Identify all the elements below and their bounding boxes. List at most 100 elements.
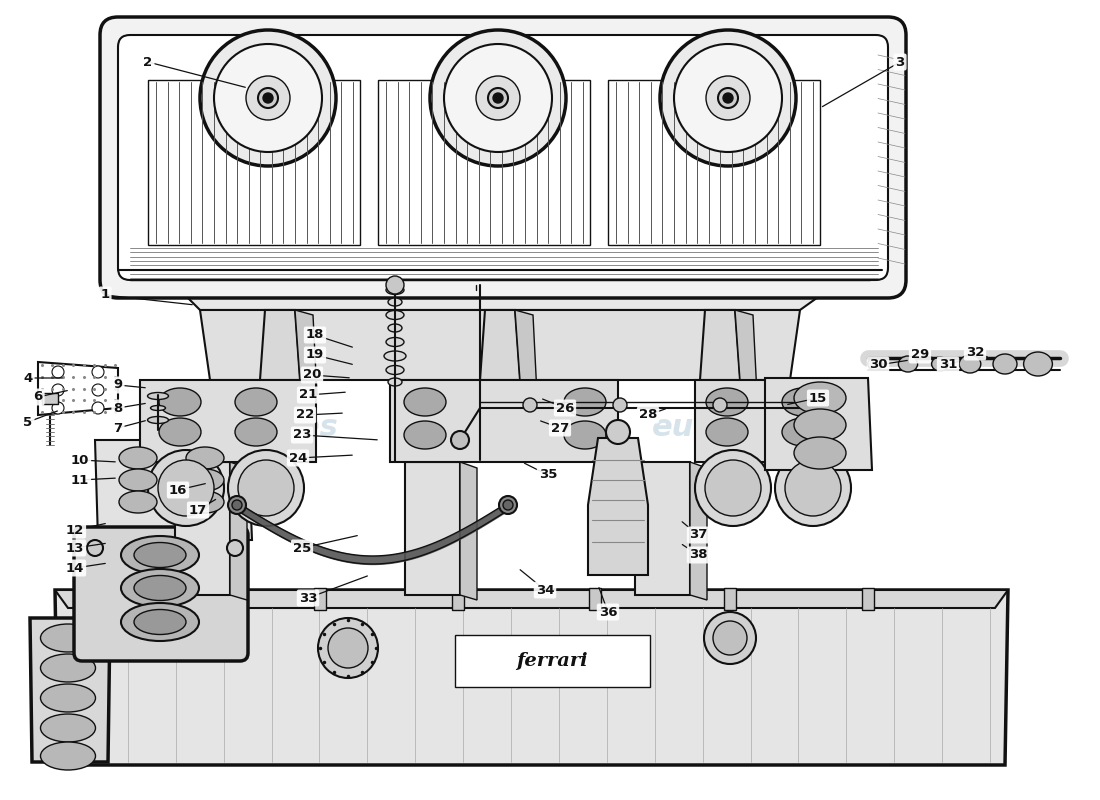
Text: 1: 1 [100, 289, 110, 302]
Ellipse shape [386, 310, 404, 319]
Circle shape [493, 93, 503, 103]
Circle shape [158, 460, 214, 516]
Ellipse shape [384, 351, 406, 361]
Polygon shape [95, 440, 252, 540]
Text: ferrari: ferrari [516, 652, 587, 670]
Ellipse shape [235, 388, 277, 416]
Circle shape [214, 44, 322, 152]
Circle shape [318, 618, 378, 678]
Ellipse shape [186, 469, 224, 491]
Text: 8: 8 [113, 402, 122, 414]
Polygon shape [515, 310, 537, 395]
Polygon shape [735, 310, 757, 395]
Ellipse shape [794, 409, 846, 441]
Bar [608, 80, 820, 245]
Text: 23: 23 [293, 429, 311, 442]
Polygon shape [230, 462, 248, 600]
Ellipse shape [41, 684, 96, 712]
Bar [42, 393, 58, 404]
Ellipse shape [160, 418, 201, 446]
Circle shape [52, 402, 64, 414]
Text: 10: 10 [70, 454, 89, 466]
Ellipse shape [782, 418, 824, 446]
Ellipse shape [388, 378, 401, 386]
Circle shape [430, 30, 566, 166]
Circle shape [263, 93, 273, 103]
Text: 36: 36 [598, 606, 617, 618]
Ellipse shape [147, 417, 168, 423]
Polygon shape [260, 310, 300, 380]
Circle shape [674, 44, 782, 152]
Text: 37: 37 [689, 529, 707, 542]
Text: 38: 38 [689, 549, 707, 562]
Ellipse shape [160, 388, 201, 416]
Ellipse shape [932, 357, 948, 371]
Circle shape [606, 420, 630, 444]
Text: 16: 16 [168, 483, 187, 497]
Ellipse shape [386, 338, 404, 346]
Circle shape [92, 402, 104, 414]
Text: eurospares: eurospares [651, 414, 845, 442]
Text: 20: 20 [302, 369, 321, 382]
Polygon shape [480, 310, 520, 380]
Circle shape [718, 88, 738, 108]
Circle shape [386, 276, 404, 294]
Circle shape [228, 496, 246, 514]
Polygon shape [39, 362, 118, 415]
Text: 29: 29 [911, 349, 930, 362]
Text: 2: 2 [143, 55, 153, 69]
Ellipse shape [186, 491, 224, 513]
Ellipse shape [564, 421, 606, 449]
Text: 15: 15 [808, 391, 827, 405]
Ellipse shape [119, 469, 157, 491]
Text: 21: 21 [299, 389, 317, 402]
Polygon shape [175, 285, 835, 310]
Circle shape [776, 450, 851, 526]
Polygon shape [140, 380, 316, 462]
Text: 18: 18 [306, 329, 324, 342]
Circle shape [328, 628, 369, 668]
Circle shape [704, 612, 756, 664]
Ellipse shape [388, 324, 401, 332]
Bar [862, 588, 874, 610]
Ellipse shape [134, 610, 186, 634]
Circle shape [444, 44, 552, 152]
Ellipse shape [564, 388, 606, 416]
Circle shape [785, 460, 842, 516]
Ellipse shape [388, 298, 401, 306]
Circle shape [476, 76, 520, 120]
Text: 34: 34 [536, 583, 554, 597]
Text: 26: 26 [556, 402, 574, 414]
Circle shape [52, 384, 64, 396]
Ellipse shape [134, 542, 186, 567]
Ellipse shape [794, 437, 846, 469]
Circle shape [695, 450, 771, 526]
Circle shape [238, 460, 294, 516]
Text: 27: 27 [551, 422, 569, 434]
Circle shape [148, 450, 224, 526]
Ellipse shape [121, 603, 199, 641]
Ellipse shape [134, 575, 186, 601]
Circle shape [488, 88, 508, 108]
Circle shape [706, 76, 750, 120]
Bar [378, 80, 590, 245]
Polygon shape [175, 462, 230, 595]
Ellipse shape [41, 714, 96, 742]
Circle shape [227, 540, 243, 556]
Circle shape [232, 500, 242, 510]
Polygon shape [690, 462, 707, 600]
Circle shape [258, 88, 278, 108]
Polygon shape [405, 462, 460, 595]
Polygon shape [55, 590, 1008, 765]
Ellipse shape [993, 354, 1018, 374]
Bar [314, 588, 326, 610]
Ellipse shape [151, 406, 165, 410]
Circle shape [723, 93, 733, 103]
FancyBboxPatch shape [100, 17, 906, 298]
Circle shape [713, 398, 727, 412]
Circle shape [52, 366, 64, 378]
Text: 25: 25 [293, 542, 311, 554]
Ellipse shape [119, 447, 157, 469]
Ellipse shape [386, 366, 404, 374]
FancyBboxPatch shape [118, 35, 888, 280]
